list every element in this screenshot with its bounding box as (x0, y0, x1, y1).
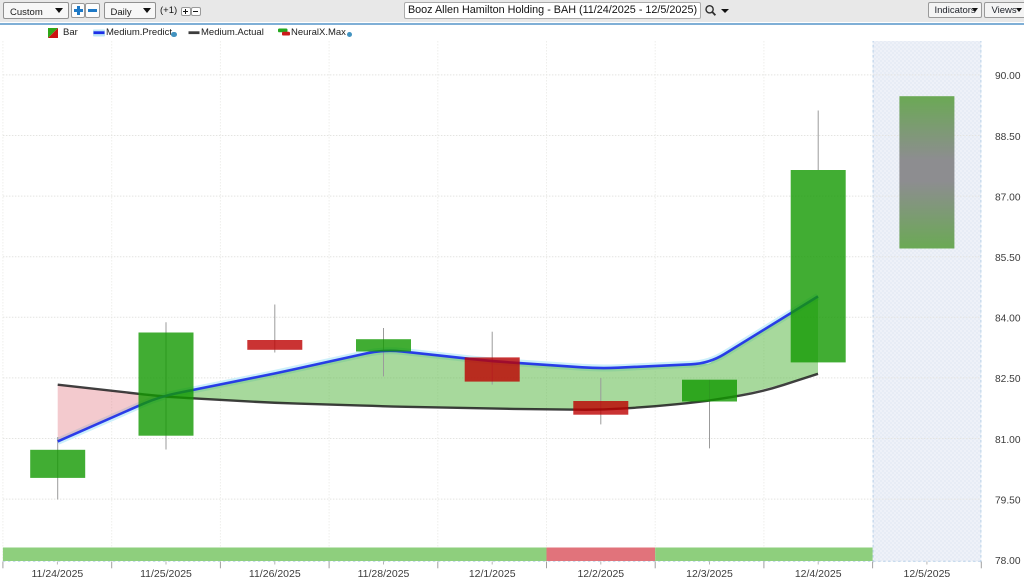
svg-text:85.50: 85.50 (995, 253, 1021, 264)
svg-text:81.00: 81.00 (995, 435, 1021, 446)
svg-text:12/1/2025: 12/1/2025 (469, 568, 516, 580)
svg-text:12/4/2025: 12/4/2025 (795, 568, 842, 580)
svg-text:11/24/2025: 11/24/2025 (32, 568, 84, 580)
svg-text:11/28/2025: 11/28/2025 (358, 568, 410, 580)
svg-text:12/5/2025: 12/5/2025 (904, 568, 951, 580)
svg-text:12/2/2025: 12/2/2025 (577, 568, 624, 580)
svg-text:11/25/2025: 11/25/2025 (140, 568, 192, 580)
svg-text:87.00: 87.00 (995, 192, 1021, 203)
svg-text:12/3/2025: 12/3/2025 (686, 568, 733, 580)
svg-text:88.50: 88.50 (995, 132, 1021, 143)
svg-text:82.50: 82.50 (995, 374, 1021, 385)
svg-text:79.50: 79.50 (995, 495, 1021, 506)
svg-text:90.00: 90.00 (995, 71, 1021, 82)
svg-text:84.00: 84.00 (995, 314, 1021, 325)
svg-text:11/26/2025: 11/26/2025 (249, 568, 301, 580)
svg-text:78.00: 78.00 (995, 556, 1021, 567)
